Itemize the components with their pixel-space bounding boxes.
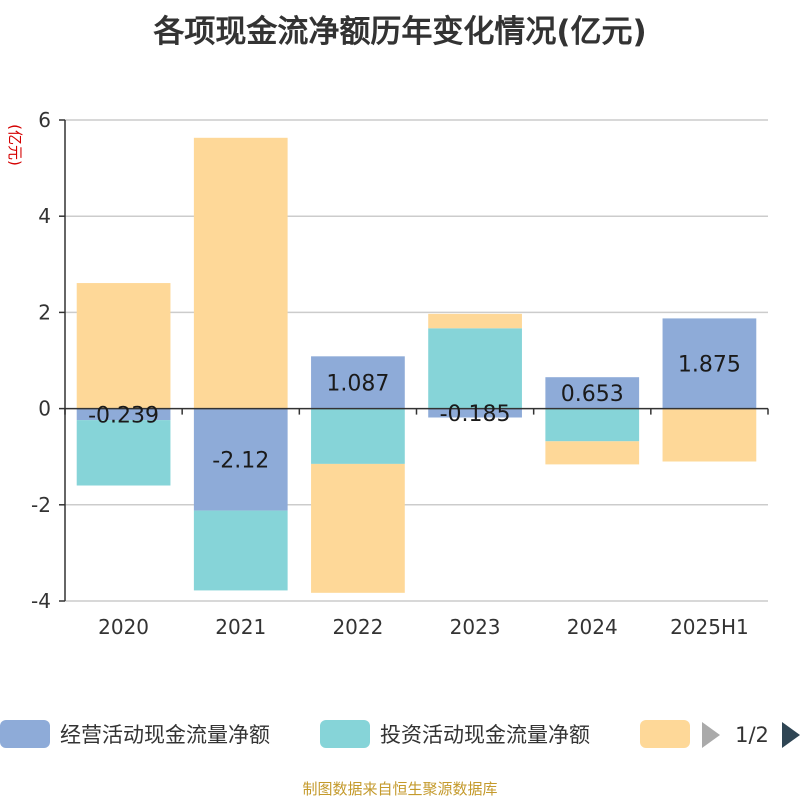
legend-next-icon[interactable]: [782, 722, 800, 748]
bar-2-2024: [545, 408, 640, 442]
legend-label: 投资活动现金流量净额: [380, 723, 590, 747]
y-tick-label: 6: [38, 108, 51, 132]
bar-1-2024: [545, 377, 640, 409]
x-tick-label: 2022: [332, 615, 383, 639]
gridlines: [65, 119, 768, 602]
bar-2-2022: [311, 408, 405, 464]
legend: 经营活动现金流量净额 投资活动现金流量净额 1/2: [0, 720, 800, 748]
bar-3-2020: [76, 283, 171, 409]
bar-3-2023: [428, 313, 522, 329]
y-axis-label: (亿元): [6, 124, 24, 166]
bar-2-2023: [428, 328, 522, 409]
legend-label: 经营活动现金流量净额: [60, 723, 270, 747]
bar-1-2023: [428, 408, 522, 418]
legend-prev-icon[interactable]: [702, 722, 720, 748]
y-tick-label: 0: [38, 397, 51, 421]
data-label: -0.239: [88, 403, 159, 428]
legend-page-indicator: 1/2: [735, 723, 769, 747]
bar-2-2020: [76, 420, 171, 486]
legend-swatch: [320, 720, 370, 748]
bar-2-2021: [193, 510, 288, 591]
legend-swatch: [0, 720, 50, 748]
axes: -4 -2 0 2 4 6 2020 2021 2022 2023 2024 2025H1: [31, 108, 769, 639]
bar-3-2025H1: [662, 408, 757, 462]
data-labels: -0.239 -2.12 1.087 -0.185 0.653 1.875: [88, 353, 741, 474]
bar-3-2021: [193, 137, 288, 409]
bars: [76, 137, 757, 593]
legend-swatch: [640, 720, 690, 748]
x-tick-label: 2025H1: [670, 615, 749, 639]
data-label: 1.087: [326, 371, 389, 396]
bar-1-2025H1: [662, 318, 757, 409]
x-tick-label: 2024: [567, 615, 618, 639]
data-label: 0.653: [561, 382, 624, 407]
bar-1-2021: [193, 408, 288, 511]
x-tick-label: 2021: [215, 615, 266, 639]
bar-1-2020: [76, 408, 171, 421]
data-label: -0.185: [440, 402, 511, 427]
source-note: 制图数据来自恒生聚源数据库: [302, 780, 498, 798]
chart-title: 各项现金流净额历年变化情况(亿元): [153, 14, 647, 50]
bar-3-2022: [311, 463, 405, 593]
y-tick-label: 2: [38, 300, 51, 324]
data-label: 1.875: [678, 353, 741, 378]
x-tick-label: 2020: [98, 615, 149, 639]
x-tick-label: 2023: [450, 615, 501, 639]
y-tick-label: -4: [31, 589, 51, 613]
y-tick-label: -2: [31, 493, 51, 517]
bar-3-2024: [545, 441, 640, 465]
bar-1-2022: [311, 356, 405, 409]
data-label: -2.12: [212, 449, 269, 474]
y-tick-label: 4: [38, 204, 51, 228]
